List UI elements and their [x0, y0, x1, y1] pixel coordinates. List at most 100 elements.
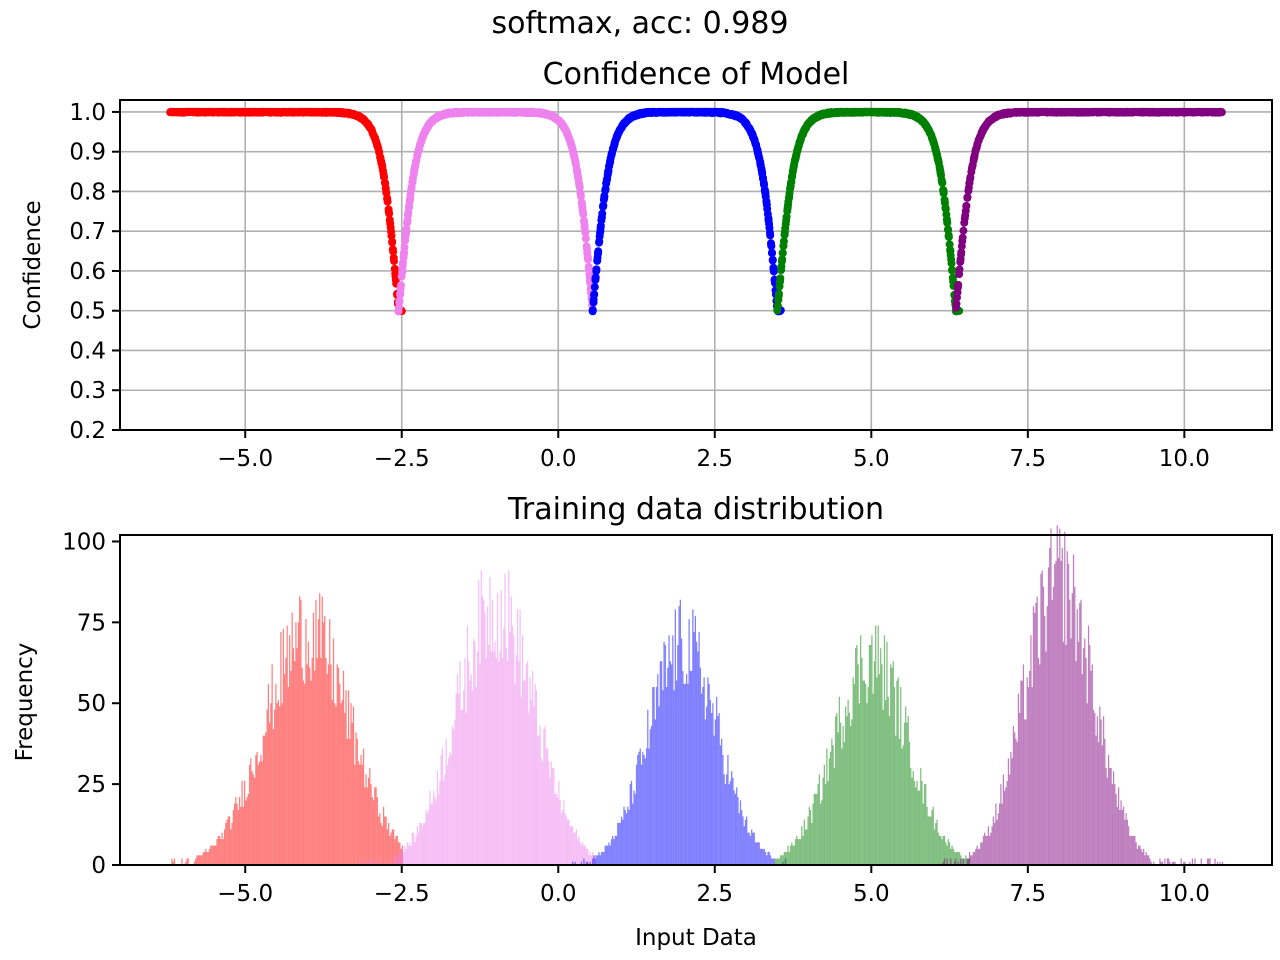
histogram-bar — [223, 829, 226, 865]
histogram-bar — [819, 803, 822, 865]
histogram-bar — [1140, 848, 1142, 865]
histogram-bar — [865, 683, 867, 865]
histogram-bar — [687, 683, 689, 865]
histogram-bar — [731, 771, 733, 865]
histogram-bar — [543, 729, 545, 865]
histogram-bar — [580, 861, 583, 865]
histogram-bar — [753, 832, 755, 865]
histogram-bar — [1206, 858, 1209, 865]
histogram-bar — [426, 813, 429, 865]
histogram-bar — [722, 755, 724, 865]
confidence-point — [939, 189, 948, 198]
histogram-bar — [568, 819, 570, 865]
histogram-bar — [1107, 755, 1110, 865]
histogram-bar — [828, 758, 830, 865]
histogram-bar — [459, 661, 461, 865]
histogram-bar — [434, 797, 436, 865]
histogram-bar — [981, 842, 983, 865]
histogram-bar — [438, 793, 440, 865]
histogram-bar — [397, 842, 400, 865]
histogram-bar — [1009, 774, 1011, 865]
histogram-bar — [484, 612, 486, 865]
histogram-bar — [1090, 670, 1092, 865]
histogram-bar — [823, 764, 825, 865]
histogram-bar — [900, 687, 902, 865]
histogram-bar — [990, 832, 992, 865]
histogram-bar — [216, 839, 218, 865]
histogram-bar — [351, 722, 353, 865]
histogram-bar — [652, 687, 654, 865]
histogram-bar — [370, 858, 372, 865]
histogram-bar — [181, 858, 183, 865]
confidence-point — [588, 306, 597, 315]
histogram-bar — [642, 751, 644, 865]
histogram-bar — [185, 861, 187, 865]
histogram-bar — [1102, 716, 1105, 865]
histogram-bar — [327, 664, 330, 865]
histogram-bar — [680, 638, 683, 865]
histogram-bar — [963, 858, 966, 865]
histogram-bar — [980, 842, 982, 865]
histogram-bar — [946, 858, 948, 865]
histogram-bar — [496, 593, 499, 865]
histogram-bar — [599, 855, 601, 865]
confidence-subplot: Confidence of Model −5.0 −2.5 0.0 2.5 5.0 7.5… — [20, 57, 1273, 472]
histogram-bar — [975, 848, 977, 865]
histogram-bar — [682, 670, 684, 865]
histogram-bar — [1143, 848, 1145, 865]
histogram-bar — [763, 848, 765, 865]
histogram-bar — [987, 826, 990, 865]
histogram-bar — [1119, 810, 1121, 865]
histogram-bar — [415, 835, 417, 865]
histogram-bar — [744, 819, 747, 865]
confidence-y-tick-label: 0.5 — [69, 299, 106, 325]
histogram-bar — [647, 709, 649, 865]
histogram-bar — [253, 777, 256, 865]
histogram-bar — [1168, 858, 1170, 865]
histogram-bar — [211, 845, 213, 865]
histogram-bar — [662, 690, 664, 865]
histogram-bar — [539, 725, 541, 865]
histogram-bar — [1070, 638, 1072, 865]
histogram-bar — [384, 816, 386, 865]
histogram-bar — [594, 858, 596, 865]
histogram-bar — [226, 819, 228, 865]
histogram-bar — [1049, 547, 1051, 865]
histogram-bar — [659, 661, 661, 865]
confidence-point — [579, 210, 588, 219]
histogram-bar — [737, 797, 739, 865]
histogram-bar — [416, 826, 419, 865]
histogram-bar — [506, 661, 509, 865]
histogram-bar — [390, 832, 392, 865]
histogram-bar — [628, 810, 630, 865]
histogram-bar — [771, 858, 773, 865]
histogram-bar — [503, 628, 505, 865]
histogram-bar — [1112, 771, 1115, 865]
histogram-bar — [752, 832, 754, 865]
histogram-bar — [424, 822, 426, 865]
histogram-bar — [196, 855, 198, 865]
confidence-point — [601, 185, 610, 194]
histogram-bar — [953, 861, 956, 865]
histogram-bar — [481, 596, 484, 865]
histogram-bar — [592, 858, 594, 865]
histogram-bar — [971, 855, 973, 865]
histogram-bar — [989, 835, 991, 865]
histogram-bar — [622, 819, 624, 865]
histogram-bar — [1164, 858, 1166, 865]
histogram-bar — [389, 835, 391, 865]
histogram-bar — [704, 719, 707, 865]
histogram-bar — [718, 712, 720, 865]
histogram-bar — [354, 764, 356, 865]
distribution-y-tick-label: 75 — [77, 610, 106, 636]
histogram-bar — [236, 803, 238, 865]
histogram-bar — [326, 674, 328, 865]
histogram-bar — [799, 839, 802, 865]
histogram-bar — [443, 780, 445, 865]
histogram-bar — [654, 719, 656, 865]
histogram-bar — [290, 670, 292, 865]
histogram-bar — [252, 774, 254, 865]
histogram-bar — [826, 748, 828, 865]
histogram-bar — [277, 700, 280, 865]
histogram-bar — [1173, 861, 1175, 865]
